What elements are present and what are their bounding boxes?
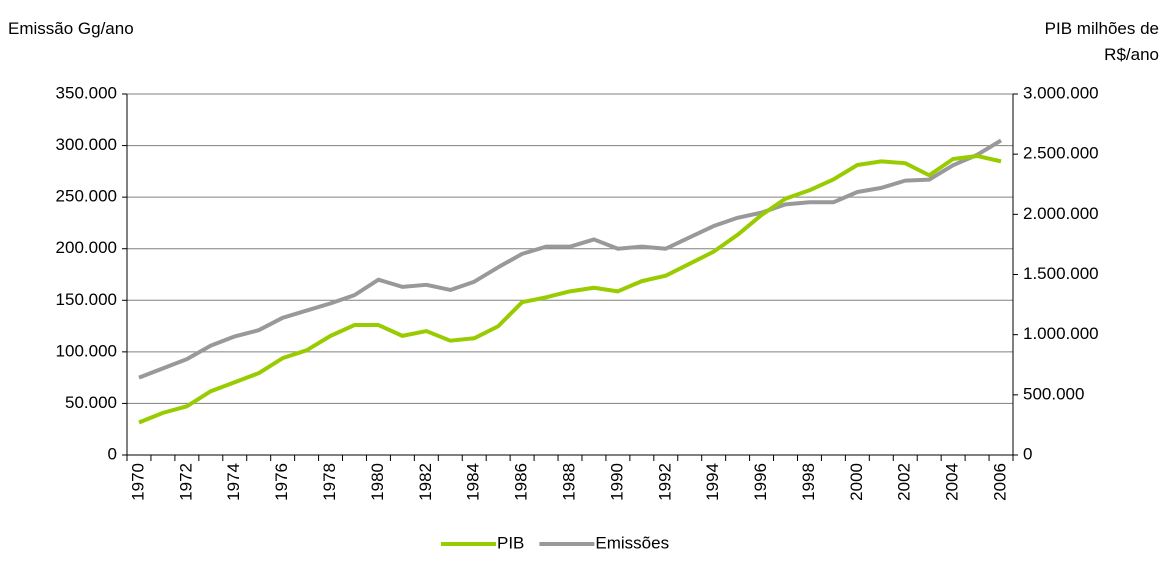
y-axis-label: Emissão Gg/ano: [8, 19, 134, 38]
series-line: [138, 153, 1002, 425]
y-tick-label: 200.000: [56, 238, 117, 257]
x-tick-label: 1992: [655, 463, 674, 501]
x-tick-label: 2004: [943, 463, 962, 501]
x-tick-label: 1986: [512, 463, 531, 501]
x-tick-label: 2000: [847, 463, 866, 501]
y-tick-label: 350.000: [56, 83, 117, 102]
x-tick-label: 1976: [272, 463, 291, 501]
y-tick-label: 50.000: [65, 393, 117, 412]
y-tick-label: 150.000: [56, 290, 117, 309]
x-tick-label: 2006: [991, 463, 1010, 501]
y-tick-label: 0: [108, 444, 117, 463]
x-tick-label: 1982: [416, 463, 435, 501]
y2-tick-label: 1.500.000: [1023, 264, 1099, 283]
y2-axis-label: PIB milhões de R$/ano: [1044, 19, 1159, 64]
x-tick-label: 1978: [320, 463, 339, 501]
x-tick-label: 1994: [703, 463, 722, 501]
y2-tick-label: 2.500.000: [1023, 144, 1099, 163]
x-tick-label: 1970: [128, 463, 147, 501]
y2-tick-label: 500.000: [1023, 384, 1084, 403]
legend-label: PIB: [497, 533, 524, 552]
legend-label: Emissões: [595, 533, 669, 552]
y-tick-label: 300.000: [56, 135, 117, 154]
y2-tick-label: 2.000.000: [1023, 204, 1099, 223]
x-tick-label: 1996: [751, 463, 770, 501]
y2-tick-label: 0: [1023, 444, 1032, 463]
y-tick-label: 250.000: [56, 187, 117, 206]
series-line: [138, 138, 1003, 380]
y2-tick-label: 3.000.000: [1023, 83, 1099, 102]
x-tick-label: 1972: [176, 463, 195, 501]
x-tick-label: 1988: [559, 463, 578, 501]
y-tick-label: 100.000: [56, 341, 117, 360]
y2-tick-label: 1.000.000: [1023, 324, 1099, 343]
x-tick-label: 1998: [799, 463, 818, 501]
x-tick-label: 1984: [464, 463, 483, 501]
x-tick-label: 1980: [368, 463, 387, 501]
x-tick-label: 1974: [224, 463, 243, 501]
x-tick-label: 1990: [607, 463, 626, 501]
x-tick-label: 2002: [895, 463, 914, 501]
